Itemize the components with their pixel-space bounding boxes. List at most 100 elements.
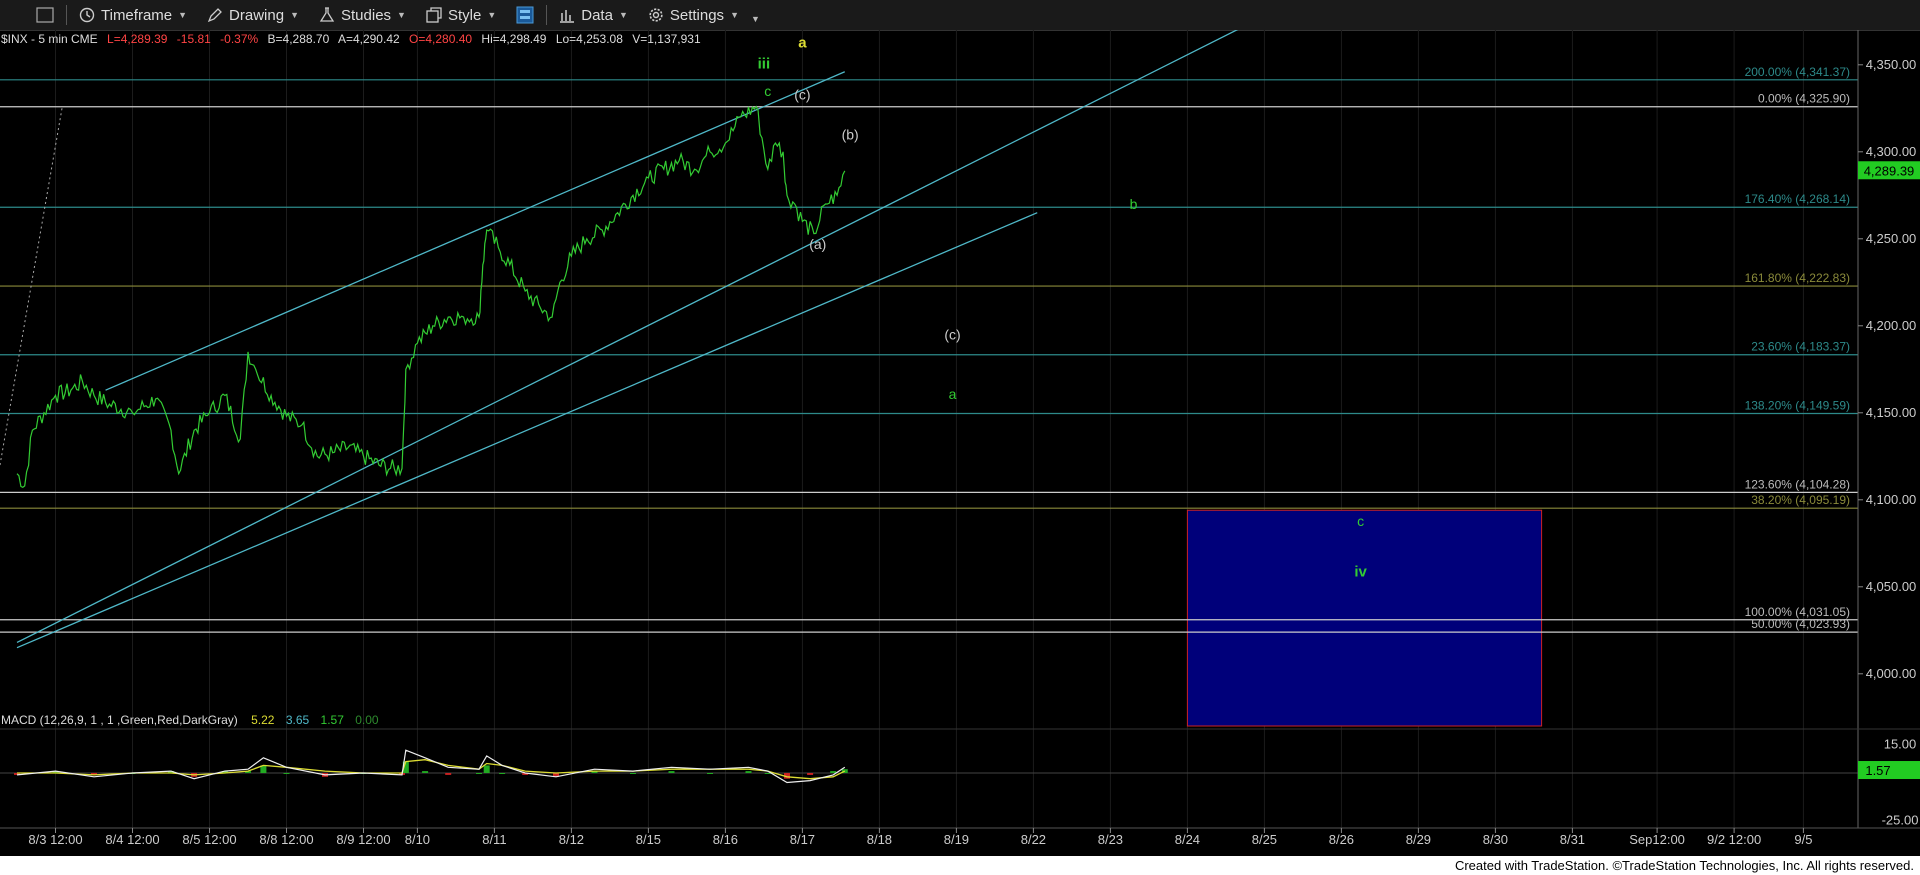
panels-icon (516, 6, 534, 24)
chevron-down-icon: ▼ (487, 10, 497, 20)
time-axis-tick-label: 8/3 12:00 (28, 832, 82, 847)
macd-histogram-bar (445, 773, 452, 775)
macd-axis-tick-label: -25.00 (1882, 813, 1919, 828)
wave-label: a (798, 34, 807, 51)
layout-icon[interactable] (0, 0, 64, 30)
wave-label: c (1357, 513, 1364, 529)
volume-value: V=1,137,931 (632, 32, 701, 46)
time-axis-tick-label: 8/10 (405, 832, 430, 847)
current-price-tag-bg (1858, 161, 1920, 180)
time-axis-tick-label: Sep12:00 (1629, 832, 1685, 847)
chevron-down-icon: ▼ (750, 14, 760, 24)
fib-level-label: 176.40% (4,268.14) (1745, 192, 1850, 206)
fib-level-label: 23.60% (4,183.37) (1751, 340, 1850, 354)
macd-histogram-bar (476, 773, 482, 774)
studies-menu[interactable]: Studies ▼ (309, 0, 416, 30)
price-axis-tick-label: 4,100.00 (1866, 492, 1917, 507)
target-zone (1186, 509, 1543, 727)
macd-signal-line (17, 759, 846, 780)
macd-histogram-bar (402, 761, 409, 773)
wave-label: (c) (944, 327, 960, 343)
time-axis-tick-label: 8/26 (1329, 832, 1354, 847)
change-value: -15.81 (177, 32, 211, 46)
bid-value: B=4,288.70 (268, 32, 330, 46)
panels-button[interactable] (506, 0, 544, 30)
current-price-label: 4,289.39 (1864, 163, 1915, 178)
macd-axis-tick-label: 15.00 (1884, 737, 1917, 752)
wave-label: b (1130, 196, 1138, 212)
flask-icon (319, 7, 335, 23)
macd-info-line: MACD (12,26,9, 1 , 1 ,Green,Red,DarkGray… (1, 713, 379, 727)
fib-level-label: 38.20% (4,095.19) (1751, 493, 1850, 507)
macd-panel: 15.00 -25.00 (0, 737, 1918, 828)
time-axis-tick-label: 8/8 12:00 (259, 832, 313, 847)
macd-value-1: 5.22 (251, 713, 275, 727)
time-axis-tick-label: 8/12 (559, 832, 584, 847)
price-axis-tick-label: 4,350.00 (1866, 57, 1917, 72)
symbol-label: $INX - 5 min CME (1, 32, 98, 46)
high-value: Hi=4,298.49 (481, 32, 546, 46)
gear-icon (648, 7, 664, 23)
time-axis-tick-label: 8/16 (713, 832, 738, 847)
dotted-trend-line (0, 108, 63, 466)
time-axis-tick-label: 8/15 (636, 832, 661, 847)
macd-histogram-bar (283, 773, 290, 774)
time-axis-tick-label: 8/31 (1560, 832, 1585, 847)
macd-histogram-bar (784, 773, 790, 779)
wave-label: c (764, 83, 771, 99)
price-axis-tick-label: 4,200.00 (1866, 318, 1917, 333)
time-axis-tick-label: 9/2 12:00 (1707, 832, 1761, 847)
time-axis-tick-label: 8/30 (1483, 832, 1508, 847)
time-axis-tick-label: 9/5 (1794, 832, 1812, 847)
macd-current-label: 1.57 (1865, 763, 1890, 778)
toolbar: Timeframe ▼ Drawing ▼ Studies ▼ Style ▼ … (0, 0, 1920, 31)
channel-line (16, 30, 1239, 644)
macd-histogram-bar (830, 771, 837, 773)
channel-line (16, 212, 1038, 649)
time-axis-tick-label: 8/25 (1252, 832, 1277, 847)
fib-level-label: 50.00% (4,023.93) (1751, 617, 1850, 631)
drawing-menu[interactable]: Drawing ▼ (197, 0, 309, 30)
macd-histogram-bar (522, 773, 529, 775)
data-menu[interactable]: Data ▼ (549, 0, 638, 30)
macd-histogram-bar (591, 771, 598, 773)
time-axis-tick-label: 8/24 (1175, 832, 1200, 847)
price-axis-tick-label: 4,250.00 (1866, 231, 1917, 246)
chart-area[interactable]: 200.00% (4,341.37) 0.00% (4,325.90) 176.40… (0, 30, 1920, 856)
macd-current-tag: 1.57 (1858, 761, 1920, 780)
wave-labels: iii a c (c) (b) (a) b (c) a c iv (758, 34, 1368, 580)
price-axis-tick-label: 4,300.00 (1866, 144, 1917, 159)
macd-histogram-bar (52, 771, 59, 773)
chevron-down-icon: ▼ (618, 10, 628, 20)
macd-histogram-bar (807, 773, 814, 775)
time-axis-tick-label: 8/11 (482, 832, 506, 847)
wave-label: iii (758, 55, 771, 72)
macd-histogram-bar (668, 771, 675, 773)
macd-value-4: 0.00 (355, 713, 379, 727)
fib-level-label: 200.00% (4,341.37) (1745, 65, 1850, 79)
timeframe-menu[interactable]: Timeframe ▼ (69, 0, 197, 30)
macd-histogram-bar (745, 771, 752, 773)
time-axis-tick-label: 8/4 12:00 (105, 832, 159, 847)
footer-credit: Created with TradeStation. ©TradeStation… (1454, 858, 1914, 873)
time-axis-tick-label: 8/29 (1406, 832, 1431, 847)
channel-line (105, 71, 846, 391)
time-axis-tick-label: 8/5 12:00 (182, 832, 236, 847)
fib-level-label: 161.80% (4,222.83) (1745, 271, 1850, 285)
macd-line (16, 749, 846, 784)
studies-label: Studies (341, 6, 392, 24)
macd-histogram-bar (483, 765, 490, 773)
chevron-down-icon: ▼ (730, 10, 739, 20)
time-axis-tick-label: 8/9 12:00 (336, 832, 390, 847)
pencil-icon (207, 7, 223, 23)
toolbar-separator (546, 5, 548, 25)
settings-menu[interactable]: Settings ▼ ▼ (638, 0, 770, 30)
style-menu[interactable]: Style ▼ (416, 0, 506, 30)
time-axis-tick-label: 8/17 (790, 832, 815, 847)
symbol-info-line: $INX - 5 min CME L=4,289.39 -15.81 -0.37… (1, 32, 701, 46)
macd-histogram-bar (221, 771, 228, 773)
price-axis-tick-label: 4,050.00 (1866, 579, 1917, 594)
macd-histogram-bar (499, 773, 506, 774)
toolbar-separator (66, 5, 67, 25)
macd-value-3: 1.57 (321, 713, 345, 727)
